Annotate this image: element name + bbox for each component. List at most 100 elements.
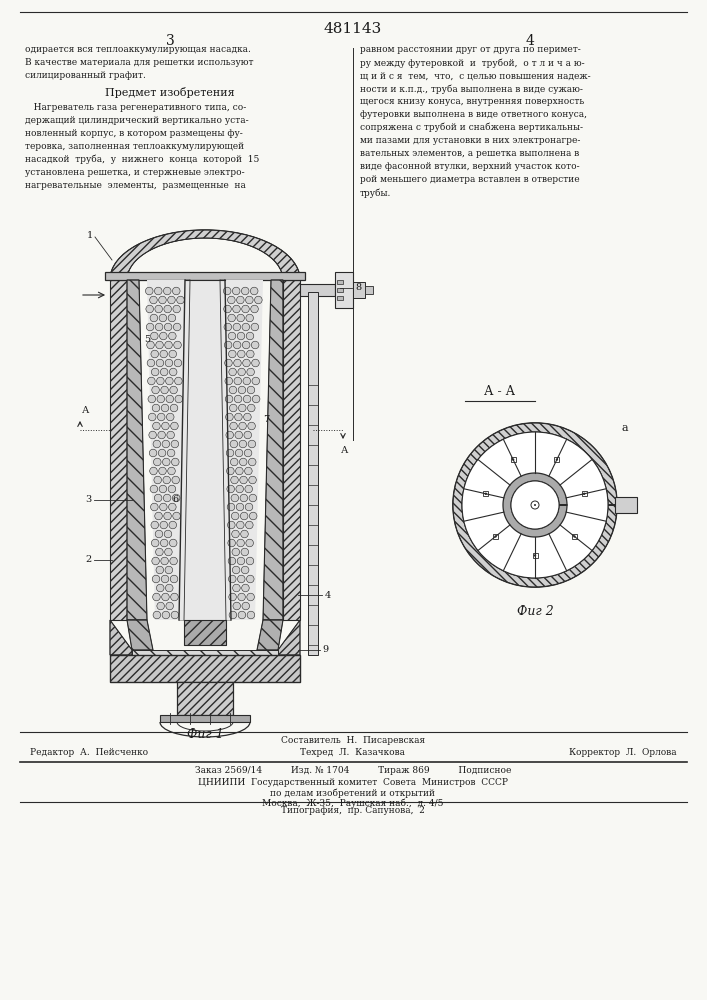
Circle shape: [157, 395, 165, 403]
Text: 1: 1: [87, 231, 93, 239]
Text: насадкой  труба,  у  нижнего  конца  которой  15: насадкой труба, у нижнего конца которой …: [25, 155, 259, 164]
Circle shape: [156, 359, 164, 367]
Circle shape: [168, 467, 175, 475]
Circle shape: [168, 485, 176, 493]
Circle shape: [164, 323, 172, 331]
Text: 4: 4: [325, 590, 331, 599]
Circle shape: [534, 554, 536, 557]
Text: 8: 8: [355, 284, 361, 292]
Circle shape: [224, 341, 232, 349]
Text: теровка, заполненная теплоаккумулирующей: теровка, заполненная теплоаккумулирующей: [25, 142, 244, 151]
Text: 3: 3: [165, 34, 175, 48]
Circle shape: [238, 368, 245, 376]
Circle shape: [239, 422, 246, 430]
Circle shape: [243, 359, 250, 367]
Circle shape: [165, 548, 173, 556]
Bar: [337, 296, 343, 300]
Text: Фиг 2: Фиг 2: [517, 605, 554, 618]
Circle shape: [233, 602, 240, 610]
Circle shape: [146, 323, 154, 331]
Circle shape: [238, 350, 245, 358]
Circle shape: [237, 332, 245, 340]
Circle shape: [227, 503, 235, 511]
Text: А - А: А - А: [484, 385, 515, 398]
Circle shape: [230, 476, 238, 484]
Bar: [335, 272, 353, 308]
Circle shape: [158, 449, 166, 457]
Bar: [365, 286, 373, 294]
Circle shape: [228, 521, 235, 529]
Circle shape: [250, 287, 258, 295]
Text: трубы.: трубы.: [360, 188, 392, 198]
Circle shape: [235, 431, 243, 439]
Circle shape: [234, 359, 241, 367]
Circle shape: [249, 476, 257, 484]
Circle shape: [242, 323, 250, 331]
Text: Нагреватель газа регенеративного типа, со-: Нагреватель газа регенеративного типа, с…: [25, 103, 246, 112]
Circle shape: [248, 458, 256, 466]
Circle shape: [252, 395, 260, 403]
Circle shape: [168, 296, 175, 304]
Polygon shape: [127, 280, 147, 620]
Circle shape: [231, 494, 239, 502]
Circle shape: [233, 305, 240, 313]
Circle shape: [230, 458, 238, 466]
Circle shape: [236, 503, 244, 511]
Circle shape: [165, 341, 173, 349]
Circle shape: [247, 611, 255, 619]
Circle shape: [177, 296, 185, 304]
Circle shape: [163, 494, 171, 502]
Circle shape: [247, 368, 255, 376]
Circle shape: [166, 602, 173, 610]
Circle shape: [250, 512, 257, 520]
Circle shape: [238, 404, 246, 412]
Bar: [110, 280, 127, 620]
Circle shape: [152, 575, 160, 583]
Circle shape: [171, 440, 179, 448]
Circle shape: [223, 287, 231, 295]
Circle shape: [230, 404, 237, 412]
Text: 6: 6: [172, 495, 178, 504]
Circle shape: [228, 539, 235, 547]
Circle shape: [252, 341, 259, 349]
Circle shape: [152, 557, 159, 565]
Text: щ и й с я  тем,  что,  с целью повышения надеж-: щ и й с я тем, что, с целью повышения на…: [360, 71, 590, 80]
Circle shape: [175, 377, 182, 385]
Text: установлена решетка, и стержневые электро-: установлена решетка, и стержневые электр…: [25, 168, 245, 177]
Text: Типография,  пр. Сапунова,  2: Типография, пр. Сапунова, 2: [281, 806, 425, 815]
Circle shape: [160, 332, 167, 340]
Circle shape: [252, 377, 259, 385]
Circle shape: [247, 404, 255, 412]
Circle shape: [166, 413, 174, 421]
Circle shape: [164, 530, 172, 538]
Polygon shape: [110, 230, 300, 280]
Circle shape: [173, 512, 180, 520]
Circle shape: [247, 575, 254, 583]
Circle shape: [583, 493, 585, 495]
Circle shape: [149, 431, 156, 439]
Text: футеровки выполнена в виде ответного конуса,: футеровки выполнена в виде ответного кон…: [360, 110, 587, 119]
Circle shape: [152, 386, 159, 394]
Circle shape: [247, 422, 255, 430]
Circle shape: [148, 395, 156, 403]
Circle shape: [223, 305, 231, 313]
Circle shape: [229, 611, 237, 619]
Text: 481143: 481143: [324, 22, 382, 36]
Circle shape: [168, 503, 176, 511]
Circle shape: [153, 422, 160, 430]
Circle shape: [147, 359, 155, 367]
Circle shape: [172, 458, 179, 466]
Circle shape: [235, 449, 243, 457]
Polygon shape: [257, 620, 283, 650]
Circle shape: [164, 512, 171, 520]
Circle shape: [242, 602, 250, 610]
Circle shape: [152, 404, 160, 412]
Text: А: А: [82, 406, 89, 415]
Circle shape: [228, 296, 235, 304]
Circle shape: [174, 359, 182, 367]
Text: рой меньшего диаметра вставлен в отверстие: рой меньшего диаметра вставлен в отверст…: [360, 175, 580, 184]
Circle shape: [462, 432, 608, 578]
Circle shape: [244, 431, 252, 439]
Text: Техред  Л.  Казачкова: Техред Л. Казачкова: [300, 748, 406, 757]
Circle shape: [245, 503, 253, 511]
